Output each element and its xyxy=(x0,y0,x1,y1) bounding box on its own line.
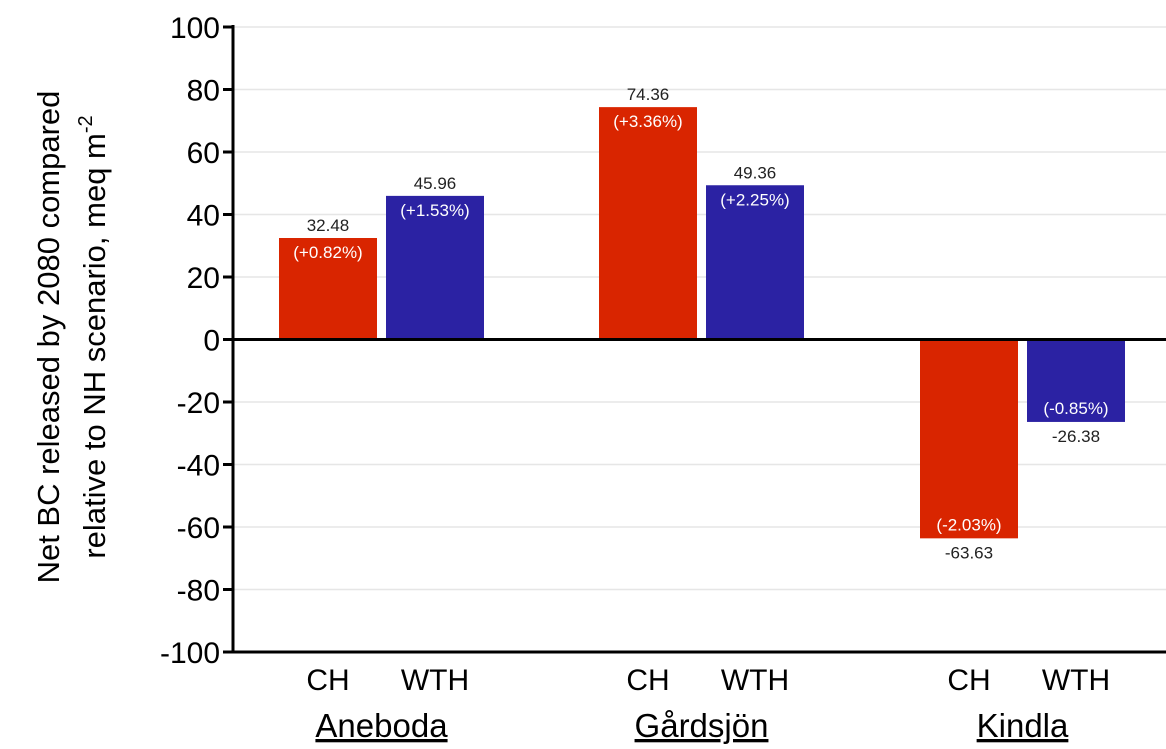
data-label: 45.96 xyxy=(414,174,457,193)
percent-label: (-0.85%) xyxy=(1043,399,1108,418)
y-axis-label-line2: relative to NH scenario, meq m-2 xyxy=(75,115,112,558)
bar xyxy=(1027,339,1125,422)
bar xyxy=(279,238,377,340)
group-label: Kindla xyxy=(977,707,1069,744)
y-tick-label: -80 xyxy=(177,575,220,608)
data-label: -63.63 xyxy=(945,543,993,562)
bar-category-label: WTH xyxy=(401,664,469,697)
x-category-labels: CH WTH Aneboda CH WTH Gårdsjön CH WTH Kindla xyxy=(306,664,1110,744)
percent-label: (-2.03%) xyxy=(936,515,1001,534)
bars: 32.48 (+0.82%) 45.96 (+1.53%) 74.36 (+3.36%) 4… xyxy=(279,85,1125,562)
bar xyxy=(386,195,484,340)
y-tick-label: 100 xyxy=(170,12,220,45)
percent-label: (+3.36%) xyxy=(613,112,682,131)
bar-category-label: CH xyxy=(947,664,990,697)
bar-category-label: WTH xyxy=(1042,664,1110,697)
bar-category-label: CH xyxy=(626,664,669,697)
bar-category-label: CH xyxy=(306,664,349,697)
data-label: 49.36 xyxy=(734,163,777,182)
data-label: -26.38 xyxy=(1052,427,1100,446)
y-axis-label-superscript: -2 xyxy=(75,115,97,133)
percent-label: (+0.82%) xyxy=(293,243,362,262)
bar-category-label: WTH xyxy=(721,664,789,697)
data-label: 74.36 xyxy=(627,85,670,104)
y-tick-label: 0 xyxy=(203,325,220,358)
bar xyxy=(599,107,697,340)
y-axis-label: Net BC released by 2080 compared relative… xyxy=(31,91,112,584)
bar xyxy=(706,185,804,340)
y-tick-label: 20 xyxy=(187,262,220,295)
y-axis-label-text: relative to NH scenario, meq m xyxy=(77,133,112,559)
axes xyxy=(223,25,1166,654)
y-tick-label: -20 xyxy=(177,387,220,420)
y-tick-label: 40 xyxy=(187,200,220,233)
group-label: Gårdsjön xyxy=(635,707,769,744)
y-tick-label: 60 xyxy=(187,137,220,170)
y-tick-label: -40 xyxy=(177,450,220,483)
y-tick-labels: 100 80 60 40 20 0 -20 -40 -60 -80 -100 xyxy=(160,12,220,670)
y-tick-label: 80 xyxy=(187,75,220,108)
percent-label: (+1.53%) xyxy=(400,201,469,220)
y-tick-label: -100 xyxy=(160,637,220,670)
group-label: Aneboda xyxy=(315,707,448,744)
y-axis-label-line1: Net BC released by 2080 compared xyxy=(31,91,66,584)
percent-label: (+2.25%) xyxy=(720,190,789,209)
data-label: 32.48 xyxy=(307,216,350,235)
bar xyxy=(920,339,1018,539)
y-tick-label: -60 xyxy=(177,512,220,545)
